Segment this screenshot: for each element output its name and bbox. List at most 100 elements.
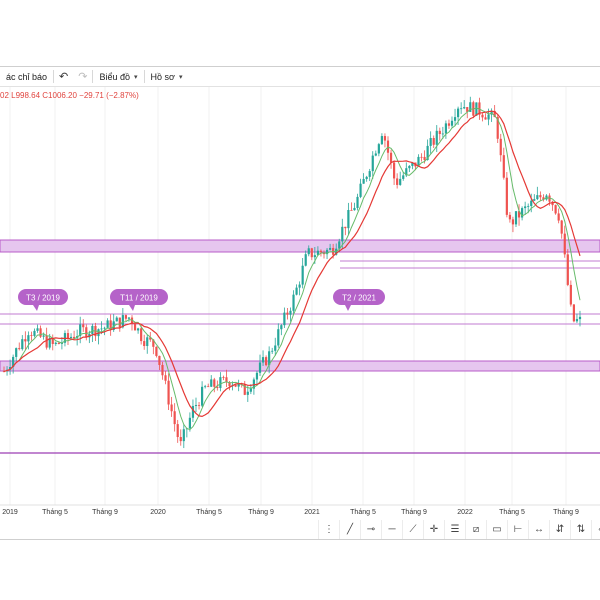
candle-body — [283, 312, 286, 326]
candle-body — [566, 254, 569, 285]
candle-body — [429, 138, 432, 146]
candle-body — [563, 233, 566, 255]
annotation-t11-2019[interactable]: T11 / 2019 — [110, 289, 168, 311]
candle-body — [377, 144, 380, 154]
candle-body — [514, 211, 518, 225]
extended-line-icon[interactable]: ⟋ — [402, 520, 423, 539]
candle-body — [417, 156, 420, 167]
resistance-zone[interactable] — [0, 239, 600, 253]
candle-body — [460, 108, 463, 110]
indicators-button[interactable]: ác chỉ báo — [0, 67, 53, 86]
candle-body — [435, 130, 438, 145]
candle-body — [158, 355, 161, 365]
candle-body — [85, 327, 88, 338]
candle-body — [484, 117, 487, 120]
candle-body — [280, 325, 283, 330]
support-zone[interactable] — [0, 360, 600, 372]
annotation-bubble — [333, 289, 385, 305]
candle-body — [216, 386, 219, 389]
date-range-icon[interactable]: ↔ — [528, 520, 549, 539]
candle-body — [255, 372, 259, 380]
candle-body — [179, 437, 182, 442]
price-chart[interactable]: T3 / 2019 T11 / 2019 T2 / 2021 2019 Thán… — [0, 67, 600, 539]
candle-body — [194, 405, 198, 407]
more-tools-icon[interactable]: ⬦ — [591, 520, 600, 539]
candle-body — [127, 317, 131, 319]
candle-body — [438, 130, 441, 135]
rectangle-icon[interactable]: ▭ — [486, 520, 507, 539]
candle-body — [264, 357, 268, 366]
long-position-icon[interactable]: ⇵ — [549, 520, 570, 539]
candle-body — [316, 250, 320, 256]
candle-body — [66, 333, 70, 339]
annotation-text: T3 / 2019 — [26, 294, 60, 303]
candle-body — [136, 328, 140, 331]
x-tick-label: 2021 — [304, 509, 320, 516]
fib-retracement-icon[interactable]: ☰ — [444, 520, 465, 539]
candle-body — [12, 356, 15, 367]
candle-body — [392, 162, 396, 179]
drag-handle-icon[interactable]: ⋮ — [318, 520, 339, 539]
toolbar-divider — [143, 70, 145, 83]
annotation-t2-2021[interactable]: T2 / 2021 — [333, 289, 385, 311]
candle-body — [18, 348, 21, 350]
support-resistance-zones[interactable] — [0, 239, 600, 454]
parallel-channel-icon[interactable]: ⧄ — [465, 520, 486, 539]
candle-body — [328, 247, 332, 250]
x-tick-label: Tháng 9 — [248, 509, 274, 516]
candle-body — [456, 108, 460, 118]
crosshair-icon[interactable]: ✛ — [423, 520, 444, 539]
candle-body — [106, 320, 109, 328]
x-tick-label: 2019 — [2, 509, 18, 516]
candle-body — [420, 156, 423, 158]
horizontal-line-icon[interactable]: ─ — [381, 520, 402, 539]
x-tick-label: Tháng 9 — [401, 509, 427, 516]
horizontal-ray-icon[interactable]: ⊸ — [360, 520, 381, 539]
candle-body — [72, 336, 76, 339]
annotation-pointer — [345, 305, 351, 311]
candle-body — [118, 317, 121, 328]
chart-type-dropdown[interactable]: Biểu đồ ▾ — [93, 67, 143, 86]
candle-body — [91, 325, 94, 335]
candle-body — [39, 328, 42, 337]
candle-body — [313, 255, 316, 258]
candle-body — [295, 287, 298, 295]
candle-body — [426, 145, 429, 160]
candle-body — [463, 107, 466, 109]
candle-body — [234, 384, 237, 387]
candle-body — [396, 178, 399, 185]
candle-body — [176, 424, 179, 438]
undo-icon[interactable]: ↶ — [59, 71, 69, 83]
candle-body — [42, 335, 45, 337]
annotation-text: T2 / 2021 — [342, 294, 376, 303]
candle-body — [30, 335, 33, 336]
candle-body — [79, 324, 82, 337]
candle-body — [51, 337, 54, 344]
candle-body — [502, 155, 505, 178]
profile-dropdown[interactable]: Hồ sơ ▾ — [145, 67, 189, 86]
candle-body — [499, 138, 502, 156]
short-position-icon[interactable]: ⇅ — [570, 520, 591, 539]
candle-body — [447, 123, 451, 126]
candle-body — [304, 254, 307, 266]
candle-body — [237, 383, 240, 387]
candle-body — [341, 226, 344, 242]
candle-body — [277, 329, 280, 346]
candle-body — [353, 207, 356, 211]
price-range-icon[interactable]: ⊢ — [507, 520, 528, 539]
candle-body — [325, 249, 329, 255]
candle-body — [173, 411, 176, 425]
ma-slow-line — [3, 107, 581, 431]
annotation-t3-2019[interactable]: T3 / 2019 — [18, 289, 68, 311]
candle-body — [368, 171, 371, 177]
candle-body — [520, 208, 524, 218]
x-tick-label: 2022 — [457, 509, 473, 516]
candle-body — [359, 183, 362, 197]
trend-line-icon[interactable]: ╱ — [339, 520, 360, 539]
candle-body — [57, 342, 60, 344]
redo-icon[interactable]: ↷ — [78, 71, 88, 83]
candle-body — [8, 366, 12, 370]
candle-body — [362, 179, 365, 184]
vertical-gridlines — [9, 87, 567, 505]
candle-body — [496, 117, 499, 139]
